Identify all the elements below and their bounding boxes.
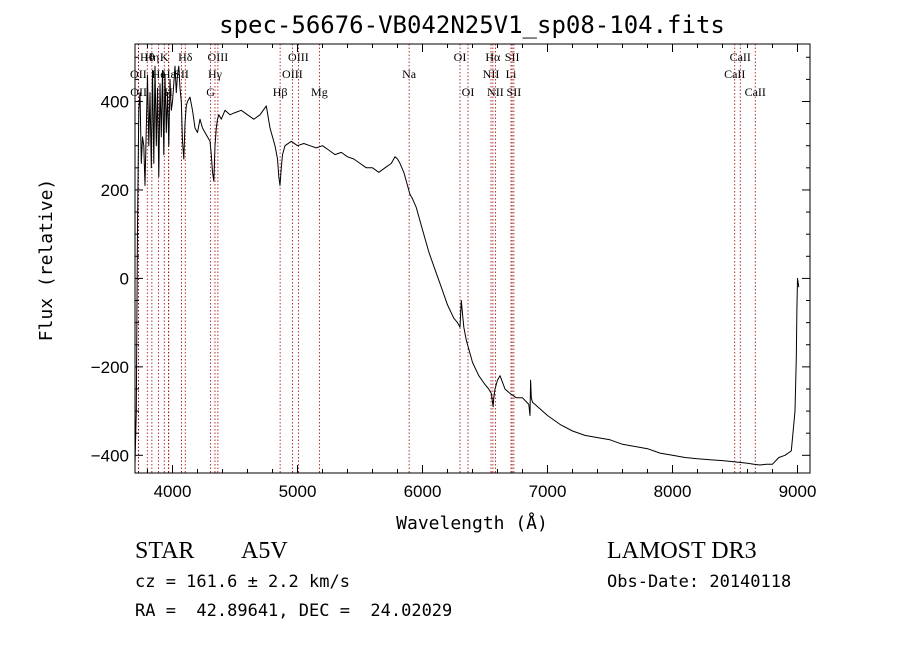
x-tick-label-5: 9000 bbox=[779, 482, 817, 501]
chart-title: spec-56676-VB042N25V1_sp08-104.fits bbox=[219, 11, 725, 39]
line-mark-label-21: Hα bbox=[485, 50, 501, 64]
line-mark-label-24: Li bbox=[506, 67, 517, 81]
y-tick-label-1: −200 bbox=[91, 358, 129, 377]
obs-date-text: Obs-Date: 20140118 bbox=[607, 572, 792, 592]
line-mark-label-14: OIII bbox=[282, 67, 303, 81]
line-mark-label-16: Mg bbox=[311, 85, 328, 99]
series-line-spectrum bbox=[134, 65, 800, 466]
line-mark-label-6: H bbox=[164, 85, 173, 99]
line-mark-label-0: Hθ bbox=[140, 50, 155, 64]
line-mark-label-19: OI bbox=[462, 85, 475, 99]
cz-text: cz = 161.6 ± 2.2 km/s bbox=[135, 572, 350, 592]
line-mark-label-13: Hβ bbox=[273, 85, 288, 99]
line-mark-label-18: OI bbox=[454, 50, 467, 64]
y-axis-label: Flux (relative) bbox=[36, 179, 57, 342]
line-mark-label-17: Na bbox=[402, 67, 417, 81]
x-tick-label-4: 8000 bbox=[654, 482, 692, 501]
class-label: STAR bbox=[135, 538, 195, 564]
x-tick-label-2: 6000 bbox=[404, 482, 442, 501]
y-tick-label-0: −400 bbox=[91, 446, 129, 465]
line-mark-label-3: Hη bbox=[144, 50, 159, 64]
survey-label: LAMOST DR3 bbox=[607, 538, 757, 564]
line-mark-label-23: SII bbox=[505, 50, 520, 64]
line-mark-label-26: CaII bbox=[724, 67, 745, 81]
series-layer bbox=[134, 65, 800, 466]
x-tick-label-3: 7000 bbox=[529, 482, 567, 501]
y-tick-label-2: 0 bbox=[120, 269, 129, 288]
line-mark-label-1: OII bbox=[130, 67, 147, 81]
line-marks-layer: HθOIIOIIHηHeKHHεSIIHδGOIIIHγHβOIIIOIIIMg… bbox=[130, 44, 766, 473]
x-tick-label-1: 5000 bbox=[279, 482, 317, 501]
y-tick-label-3: 200 bbox=[101, 181, 129, 200]
plot-frame bbox=[134, 43, 811, 474]
x-tick-label-0: 4000 bbox=[154, 482, 192, 501]
x-axis-label: Wavelength (Å) bbox=[396, 512, 548, 534]
subclass-label: A5V bbox=[241, 538, 288, 564]
spectrum-chart: spec-56676-VB042N25V1_sp08-104.fits Hθ OI… bbox=[36, 11, 817, 534]
ticks-layer: 4000 5000 6000 7000 8000 9000 −400 −200 0 200 400 bbox=[91, 44, 817, 501]
radec-text: RA = 42.89641, DEC = 24.02029 bbox=[135, 601, 453, 621]
line-mark-label-27: CaII bbox=[730, 50, 751, 64]
line-mark-label-2: OII bbox=[130, 85, 147, 99]
line-mark-label-9: Hδ bbox=[178, 50, 193, 64]
line-mark-label-10: G bbox=[206, 85, 215, 99]
line-mark-label-22: NII bbox=[487, 85, 504, 99]
line-mark-label-20: NII bbox=[483, 67, 500, 81]
y-tick-label-4: 400 bbox=[101, 92, 129, 111]
line-mark-label-15: OIII bbox=[288, 50, 309, 64]
line-mark-label-5: K bbox=[160, 50, 169, 64]
line-mark-label-8: SII bbox=[174, 67, 189, 81]
line-mark-label-25: SII bbox=[507, 85, 522, 99]
line-mark-label-28: CaII bbox=[745, 85, 766, 99]
line-mark-label-12: Hγ bbox=[208, 67, 223, 81]
line-mark-label-11: OIII bbox=[208, 50, 229, 64]
